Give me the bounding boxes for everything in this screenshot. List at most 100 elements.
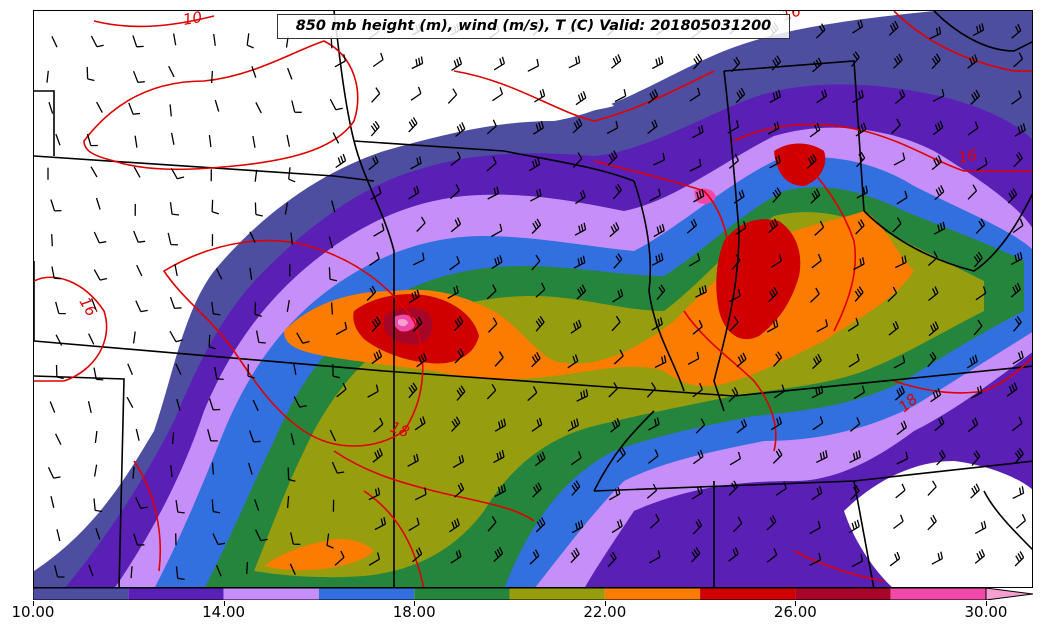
map-panel: 10 16 16 16 18 18 — [33, 10, 1033, 588]
wind-barb — [51, 266, 62, 280]
wind-barb — [127, 363, 133, 375]
wind-barb — [330, 302, 334, 315]
wind-barb — [329, 429, 337, 442]
wind-barb — [816, 450, 828, 463]
wind-barb — [208, 135, 212, 148]
wind-barb — [336, 382, 347, 398]
colorbar-bin — [33, 588, 129, 600]
wind-barb — [729, 451, 742, 466]
wind-barb — [932, 120, 944, 136]
wind-barb — [648, 550, 661, 564]
wind-barb — [493, 56, 506, 71]
wind-barb — [893, 514, 904, 530]
wind-barb — [687, 351, 700, 365]
wind-barb — [132, 70, 145, 84]
temperature-contour — [793, 550, 885, 582]
wind-barb — [728, 547, 739, 562]
wind-barb — [932, 88, 945, 102]
wind-barb — [573, 255, 586, 269]
wind-barb — [970, 483, 980, 499]
wind-barb — [608, 487, 621, 501]
wind-barb — [896, 190, 908, 205]
wind-barb — [449, 518, 460, 533]
wind-barb — [849, 417, 861, 432]
wind-barb — [613, 253, 623, 269]
wind-barb — [812, 353, 822, 370]
wind-barb — [1012, 350, 1024, 365]
wind-barb — [170, 465, 173, 478]
wind-barb — [529, 549, 540, 565]
wind-barb — [451, 56, 463, 71]
wind-barb — [931, 551, 944, 565]
wind-barb — [576, 389, 589, 402]
wind-band-30-plus — [398, 319, 408, 327]
wind-barb — [693, 449, 704, 465]
wind-barb — [931, 155, 942, 171]
wind-barb — [847, 317, 859, 332]
wind-barb — [366, 285, 377, 301]
wind-barb — [535, 282, 546, 298]
wind-barb — [135, 497, 148, 509]
wind-barb — [653, 152, 666, 166]
wind-barb — [735, 87, 746, 104]
wind-barb — [246, 562, 249, 575]
wind-barb — [290, 232, 293, 245]
wind-barb — [893, 152, 906, 166]
wind-barb — [1012, 486, 1025, 499]
wind-barb — [251, 66, 257, 78]
wind-barb — [133, 533, 145, 546]
wind-barb — [456, 385, 466, 401]
wind-barb — [888, 321, 899, 336]
wind-barb — [894, 89, 906, 105]
wind-barb — [651, 317, 663, 331]
wind-barb — [408, 289, 420, 304]
wind-barb — [208, 334, 217, 350]
wind-barb — [576, 284, 587, 300]
temperature-contour — [34, 276, 108, 382]
wind-barb — [606, 120, 619, 135]
border-line — [713, 70, 740, 412]
wind-barb — [1011, 251, 1023, 265]
wind-barb — [252, 399, 259, 412]
wind-barb — [247, 462, 253, 475]
wind-barb — [46, 70, 49, 83]
colorbar-tick — [414, 601, 416, 606]
wind-barb — [90, 35, 104, 48]
wind-barb — [416, 352, 427, 368]
wind-barb — [170, 132, 175, 145]
wind-barb — [532, 120, 545, 135]
wind-barb — [255, 102, 262, 114]
wind-barb — [693, 53, 703, 70]
wind-barb — [255, 529, 268, 542]
wind-barb — [93, 269, 108, 281]
wind-barb — [531, 218, 542, 234]
wind-barbs — [46, 19, 1026, 581]
wind-barb — [889, 551, 901, 567]
wind-barb — [171, 431, 175, 445]
wind-barb — [1014, 123, 1026, 137]
wind-barb — [688, 253, 701, 267]
wind-barb — [136, 264, 143, 277]
wind-barb — [408, 117, 418, 133]
wind-barb — [855, 219, 865, 235]
wind-barb — [1010, 282, 1021, 298]
wind-barb — [286, 496, 290, 509]
wind-barb — [930, 388, 942, 403]
weather-map: 10 16 16 16 18 18 — [34, 11, 1032, 587]
wind-barb — [689, 158, 702, 172]
wind-barb — [93, 464, 98, 477]
wind-barb — [607, 150, 618, 166]
wind-barb — [451, 416, 461, 432]
wind-barb — [296, 332, 310, 344]
wind-barb — [373, 223, 385, 237]
wind-barb — [771, 55, 782, 71]
wind-barb — [169, 296, 182, 310]
colorbar-tick — [795, 601, 797, 606]
wind-barb — [976, 157, 988, 171]
wind-barb — [284, 202, 289, 215]
wind-barb — [692, 518, 703, 535]
wind-barb — [649, 188, 661, 202]
wind-barb — [811, 385, 824, 399]
wind-barb — [486, 383, 497, 400]
wind-barb — [810, 287, 820, 303]
